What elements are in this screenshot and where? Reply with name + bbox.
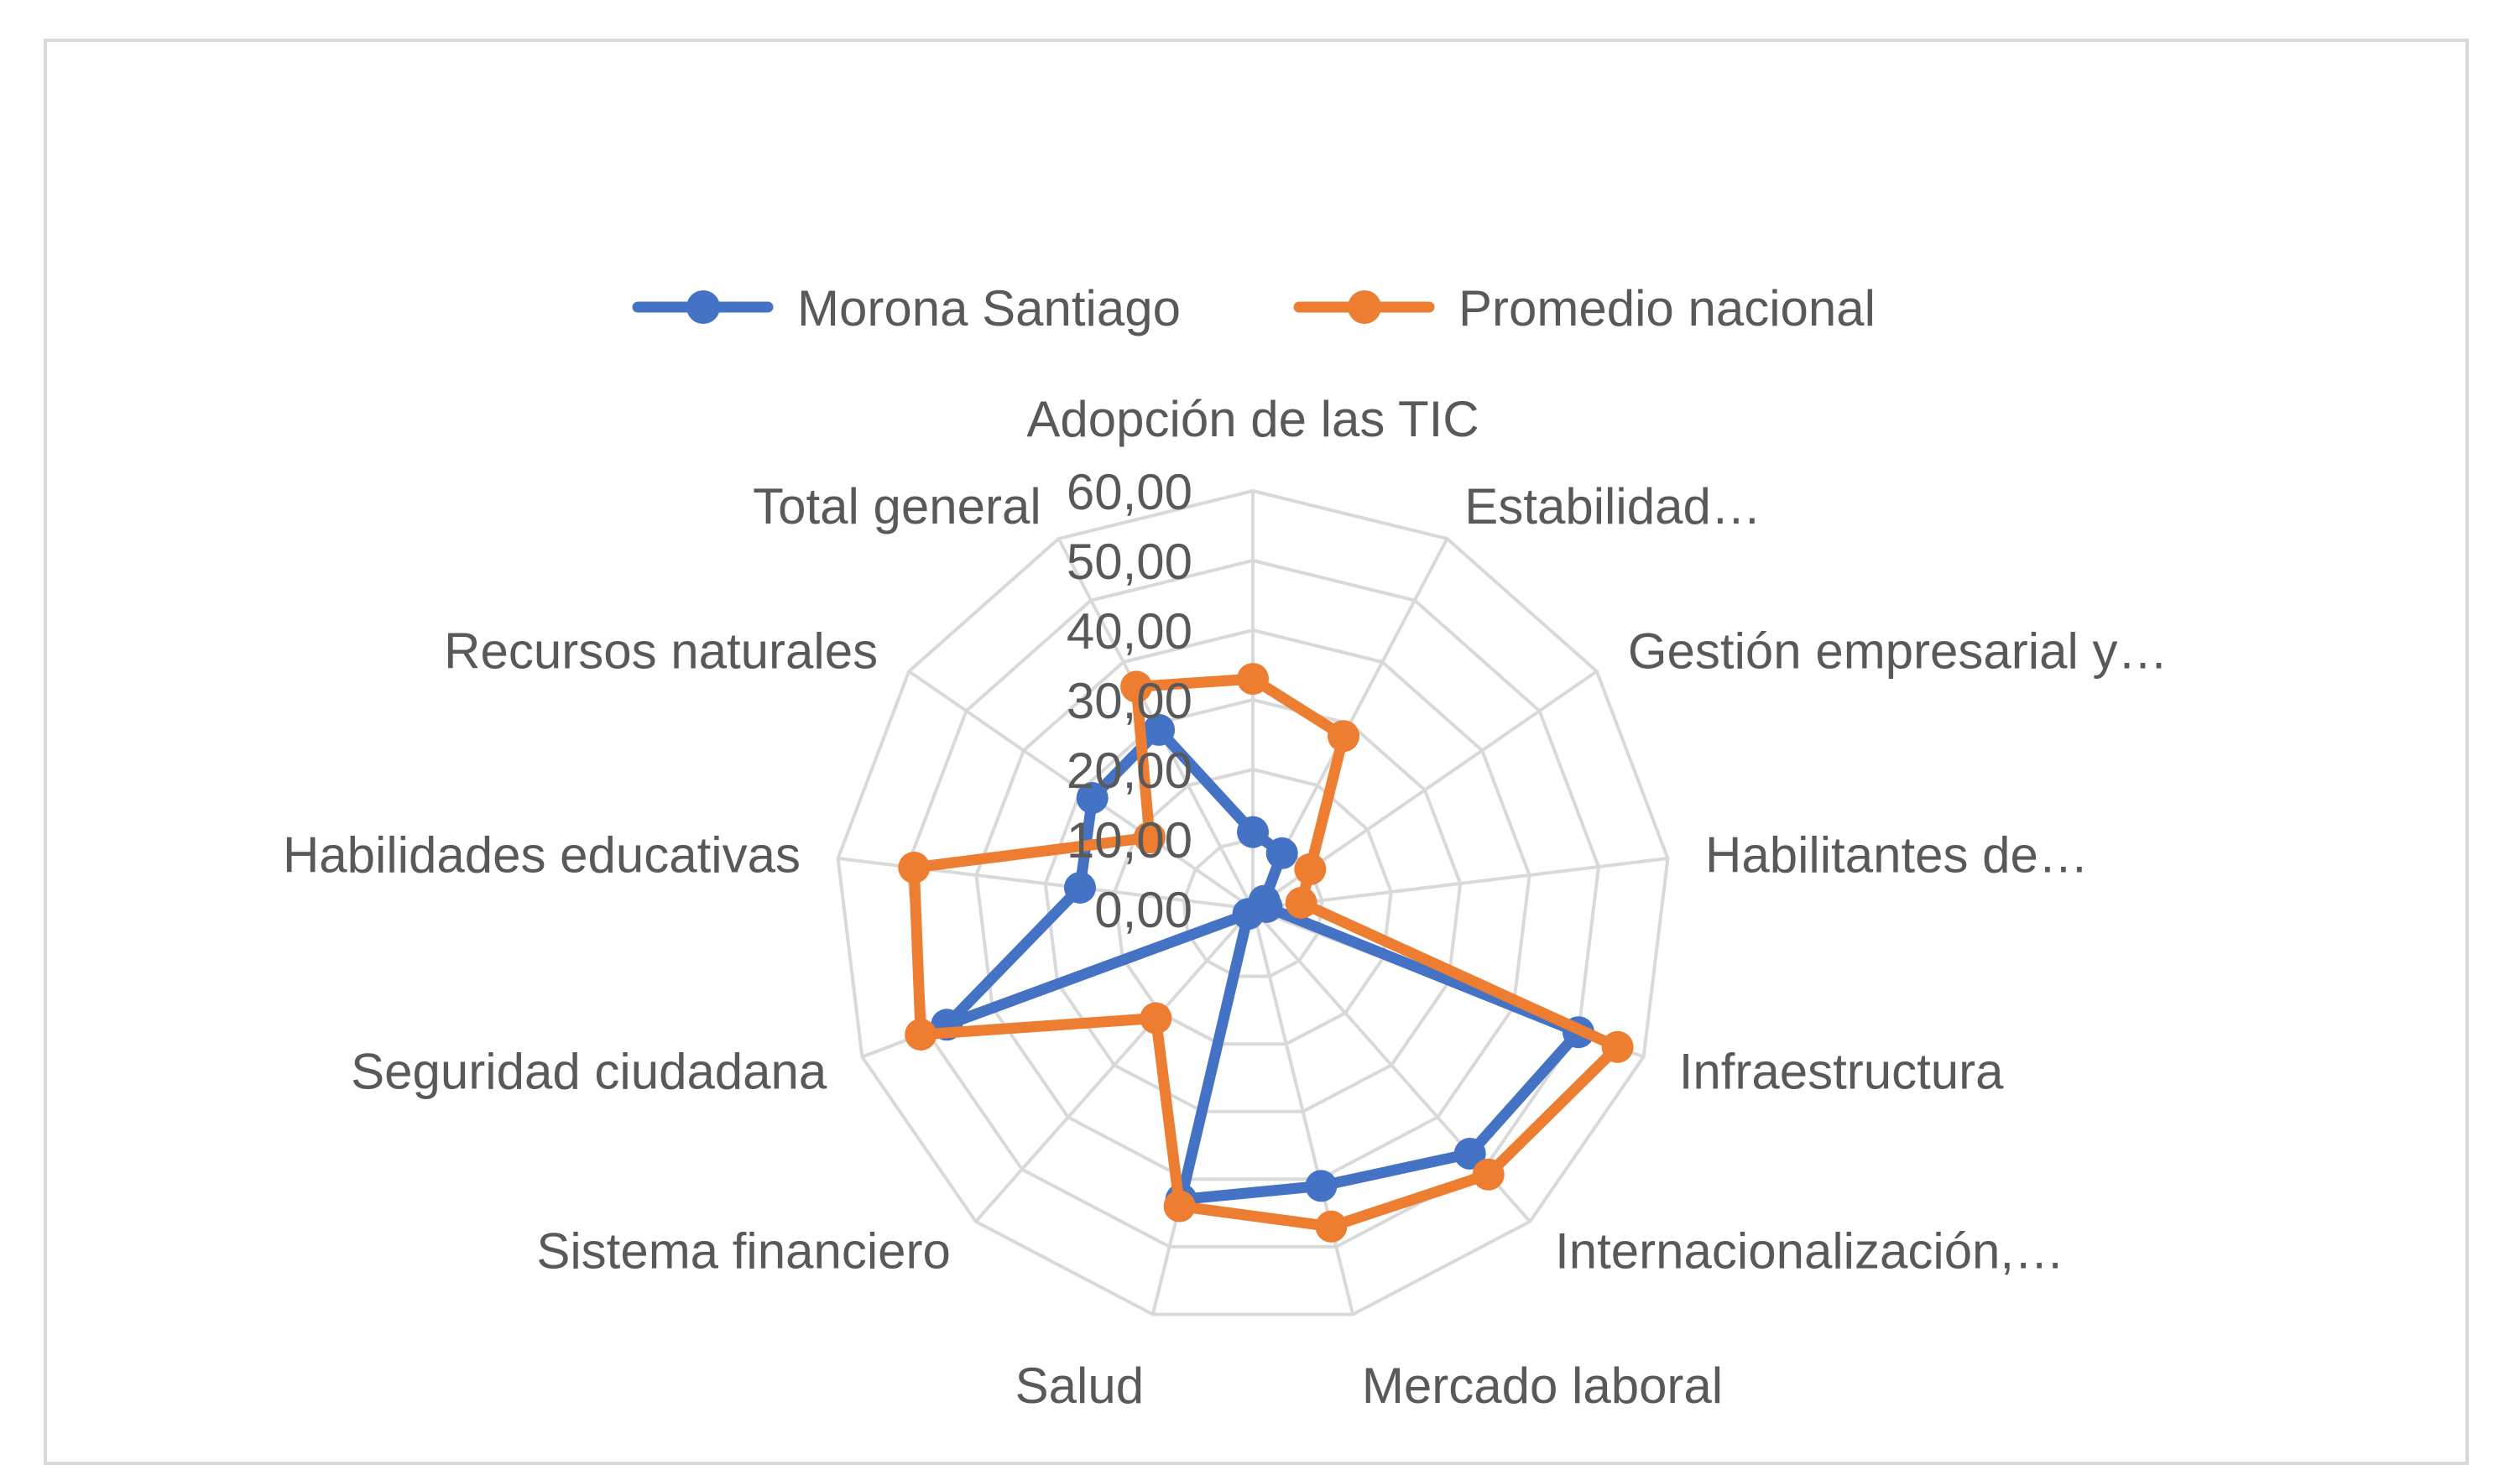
grid-ring	[1043, 697, 1463, 1113]
grid-spoke	[974, 907, 1255, 1223]
data-point	[1143, 713, 1176, 746]
data-point	[1237, 663, 1269, 696]
grid-spoke	[1252, 857, 1668, 910]
data-point	[1472, 1158, 1505, 1191]
data-point	[1064, 872, 1096, 904]
category-labels: Adopción de las TIC Estabilidad… Gestión e…	[283, 391, 2168, 1414]
legend-marker	[686, 290, 720, 324]
category-label: Salud	[1015, 1358, 1144, 1414]
grid-ring	[836, 488, 1670, 1316]
category-label: Internacionalización,…	[1555, 1223, 2064, 1279]
legend-marker	[1348, 290, 1381, 324]
category-label: Total general	[753, 478, 1041, 534]
data-point	[1601, 1030, 1634, 1063]
data-point	[1265, 837, 1298, 869]
series-line	[941, 724, 1584, 1205]
tick-label: 60,00	[1067, 464, 1192, 520]
data-point	[1453, 1138, 1486, 1170]
data-point	[1328, 720, 1359, 753]
grid-ring	[905, 558, 1601, 1249]
category-label: Mercado laboral	[1362, 1358, 1723, 1414]
tick-label: 50,00	[1067, 534, 1192, 590]
data-point	[898, 852, 931, 884]
data-point	[1305, 1170, 1338, 1202]
category-label: Gestión empresarial y…	[1628, 623, 2168, 680]
data-point	[1163, 1190, 1196, 1223]
category-label: Estabilidad…	[1464, 478, 1761, 534]
category-label: Seguridad ciudadana	[351, 1044, 827, 1100]
data-point	[905, 1019, 937, 1051]
radial-axis-ticks: 0,00 10,00 20,00 30,00 40,00 50,00 60,00	[1067, 464, 1192, 938]
category-label: Infraestructura	[1679, 1044, 2004, 1100]
data-point	[1140, 1002, 1172, 1035]
tick-label: 30,00	[1067, 673, 1192, 729]
tick-label: 40,00	[1067, 603, 1192, 660]
legend-label: Promedio nacional	[1458, 280, 1876, 336]
radar-series	[898, 663, 1634, 1243]
grid-ring	[974, 628, 1531, 1181]
chart-frame	[44, 39, 2469, 1465]
data-point	[1237, 816, 1269, 848]
tick-label: 0,00	[1094, 882, 1192, 938]
legend-item: Morona Santiago	[632, 280, 1181, 336]
legend-item: Promedio nacional	[1293, 280, 1876, 336]
radar-chart: 0,00 10,00 20,00 30,00 40,00 50,00 60,00 Adopc…	[283, 280, 2168, 1414]
category-label: Adopción de las TIC	[1026, 391, 1479, 447]
data-point	[1285, 887, 1317, 919]
series-1	[931, 713, 1594, 1216]
legend-label: Morona Santiago	[797, 280, 1181, 336]
data-point	[1232, 898, 1265, 931]
category-label: Recursos naturales	[444, 623, 878, 680]
category-label: Sistema financiero	[536, 1223, 951, 1279]
legend: Morona Santiago Promedio nacional	[632, 280, 1876, 336]
tick-label: 20,00	[1067, 743, 1192, 799]
data-point	[1120, 670, 1153, 703]
series-2	[898, 663, 1634, 1243]
grid-spoke	[1251, 908, 1355, 1315]
data-point	[1294, 852, 1327, 885]
category-label: Habilitantes de…	[1705, 827, 2089, 884]
tick-label: 10,00	[1067, 812, 1192, 868]
data-point	[1134, 821, 1166, 854]
data-point	[1315, 1210, 1348, 1243]
category-label: Habilidades educativas	[283, 827, 801, 884]
data-point	[1076, 782, 1109, 814]
